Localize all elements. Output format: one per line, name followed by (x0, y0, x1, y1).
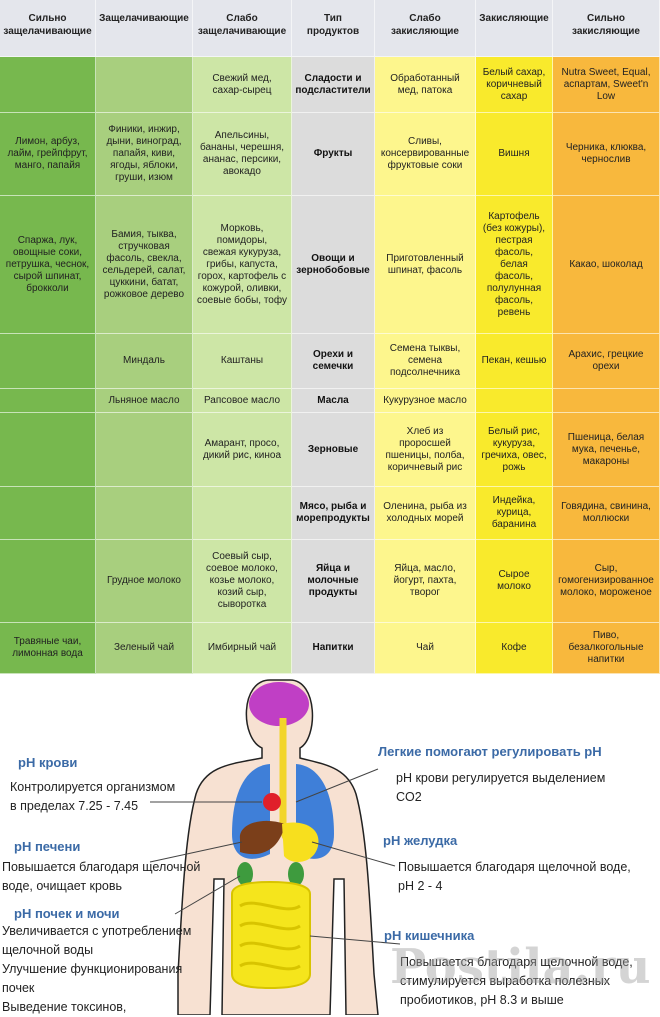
column-header: Сильно защелачивающие (0, 0, 96, 57)
table-cell: Апельсины, бананы, черешня, ананас, перс… (193, 113, 292, 196)
table-cell (0, 389, 96, 413)
stomach-ph-title: pH желудка (383, 833, 458, 848)
table-cell: Лимон, арбуз, лайм, грейпфрут, манго, па… (0, 113, 96, 196)
watermark: Postila.ru (390, 939, 651, 995)
column-header: Закисляющие (476, 0, 553, 57)
table-cell: Яйца, масло, йогурт, пахта, творог (375, 540, 476, 623)
table-cell: Рапсовое масло (193, 389, 292, 413)
table-cell: Пекан, кешью (476, 334, 553, 389)
table-cell: Свежий мед, сахар-сырец (193, 57, 292, 113)
intestines (231, 880, 311, 990)
table-cell: Соевый сыр, соевое молоко, козье молоко,… (193, 540, 292, 623)
table-cell: Амарант, просо, дикий рис, киноа (193, 413, 292, 487)
body-silhouette (177, 679, 379, 1015)
table-cell: Обработанный мед, патока (375, 57, 476, 113)
kidney-ph-title: pH почек и мочи (14, 906, 120, 921)
food-ph-table: Сильно защелачивающие Защелачивающие Слабо… (0, 0, 660, 674)
liver (239, 820, 285, 855)
table-cell: Индейка, курица, баранина (476, 487, 553, 540)
table-cell: Вишня (476, 113, 553, 196)
table-cell: Оленина, рыба из холодных морей (375, 487, 476, 540)
food-type-cell: Овощи и зернобобовые (292, 196, 375, 334)
column-header: Тип продуктов (292, 0, 375, 57)
table-cell: Пшеница, белая мука, печенье, макароны (553, 413, 660, 487)
table-cell (0, 540, 96, 623)
table-cell: Nutra Sweet, Equal, аспартам, Sweet'n Lo… (553, 57, 660, 113)
table-cell: Миндаль (96, 334, 193, 389)
table-cell: Чай (375, 623, 476, 674)
lungs-text: pH крови регулируется выделением CO2 (396, 771, 606, 804)
column-header: Слабо защелачивающие (193, 0, 292, 57)
table-cell: Хлеб из проросшей пшеницы, полба, коричн… (375, 413, 476, 487)
body-ph-diagram: pH крови Контролируется организмом в пре… (0, 674, 660, 1015)
table-cell: Картофель (без кожуры), пестрая фасоль, … (476, 196, 553, 334)
table-cell (0, 487, 96, 540)
table-cell: Арахис, грецкие орехи (553, 334, 660, 389)
table-cell: Бамия, тыква, стручковая фасоль, свекла,… (96, 196, 193, 334)
liver-ph-text: Повышается благодаря щелочной воде, очищ… (2, 860, 201, 893)
table-cell (96, 487, 193, 540)
table-cell: Какао, шоколад (553, 196, 660, 334)
food-type-cell: Орехи и семечки (292, 334, 375, 389)
table-cell: Грудное молоко (96, 540, 193, 623)
food-type-cell: Зерновые (292, 413, 375, 487)
body-illustration (149, 679, 401, 1015)
table-cell: Белый рис, кукуруза, гречиха, овес, рожь (476, 413, 553, 487)
table-cell: Имбирный чай (193, 623, 292, 674)
table-cell (0, 334, 96, 389)
intestine-ph-text: Повышается благодаря щелочной воде, стим… (400, 955, 633, 1007)
column-header: Слабо закисляющие (375, 0, 476, 57)
table-cell (0, 413, 96, 487)
food-type-cell: Сладости и подсластители (292, 57, 375, 113)
food-type-cell: Фрукты (292, 113, 375, 196)
table-cell: Семена тыквы, семена подсолнечника (375, 334, 476, 389)
column-header: Сильно закисляющие (553, 0, 660, 57)
liver-ph-title: pH печени (14, 839, 81, 854)
table-cell: Сырое молоко (476, 540, 553, 623)
table-cell (0, 57, 96, 113)
table-cell: Кукурузное масло (375, 389, 476, 413)
food-type-cell: Масла (292, 389, 375, 413)
table-cell (476, 389, 553, 413)
table-cell: Льняное масло (96, 389, 193, 413)
column-header: Защелачивающие (96, 0, 193, 57)
table-cell (553, 389, 660, 413)
stomach-ph-text: Повышается благодаря щелочной воде, pH 2… (398, 860, 631, 893)
table-cell: Пиво, безалкогольные напитки (553, 623, 660, 674)
heart (263, 793, 281, 811)
blood-ph-title: pH крови (18, 755, 78, 770)
food-type-cell: Напитки (292, 623, 375, 674)
table-cell: Сливы, консервированные фруктовые соки (375, 113, 476, 196)
table-cell: Приготовленный шпинат, фасоль (375, 196, 476, 334)
table-cell: Морковь, помидоры, свежая кукуруза, гриб… (193, 196, 292, 334)
table-cell: Кофе (476, 623, 553, 674)
table-cell: Черника, клюква, чернослив (553, 113, 660, 196)
table-cell: Сыр, гомогенизированное молоко, морожено… (553, 540, 660, 623)
left-kidney (237, 862, 253, 886)
table-cell: Финики, инжир, дыни, виноград, папайя, к… (96, 113, 193, 196)
table-cell (96, 413, 193, 487)
table-cell: Спаржа, лук, овощные соки, петрушка, чес… (0, 196, 96, 334)
food-type-cell: Яйца и молочные продукты (292, 540, 375, 623)
right-kidney (288, 862, 304, 886)
table-cell: Зеленый чай (96, 623, 193, 674)
lungs-title: Легкие помогают регулировать pH (378, 744, 602, 759)
blood-ph-text: Контролируется организмом в пределах 7.2… (10, 780, 176, 813)
stomach (282, 822, 319, 862)
kidney-ph-text: Увеличивается с употреблением щелочной в… (2, 924, 192, 1014)
brain (249, 682, 309, 726)
table-cell: Говядина, свинина, моллюски (553, 487, 660, 540)
food-type-cell: Мясо, рыба и морепродукты (292, 487, 375, 540)
table-cell: Белый сахар, коричневый сахар (476, 57, 553, 113)
intestine-ph-title: pH кишечника (384, 928, 475, 943)
table-cell: Каштаны (193, 334, 292, 389)
table-cell (96, 57, 193, 113)
table-cell: Травяные чаи, лимонная вода (0, 623, 96, 674)
table-cell (193, 487, 292, 540)
